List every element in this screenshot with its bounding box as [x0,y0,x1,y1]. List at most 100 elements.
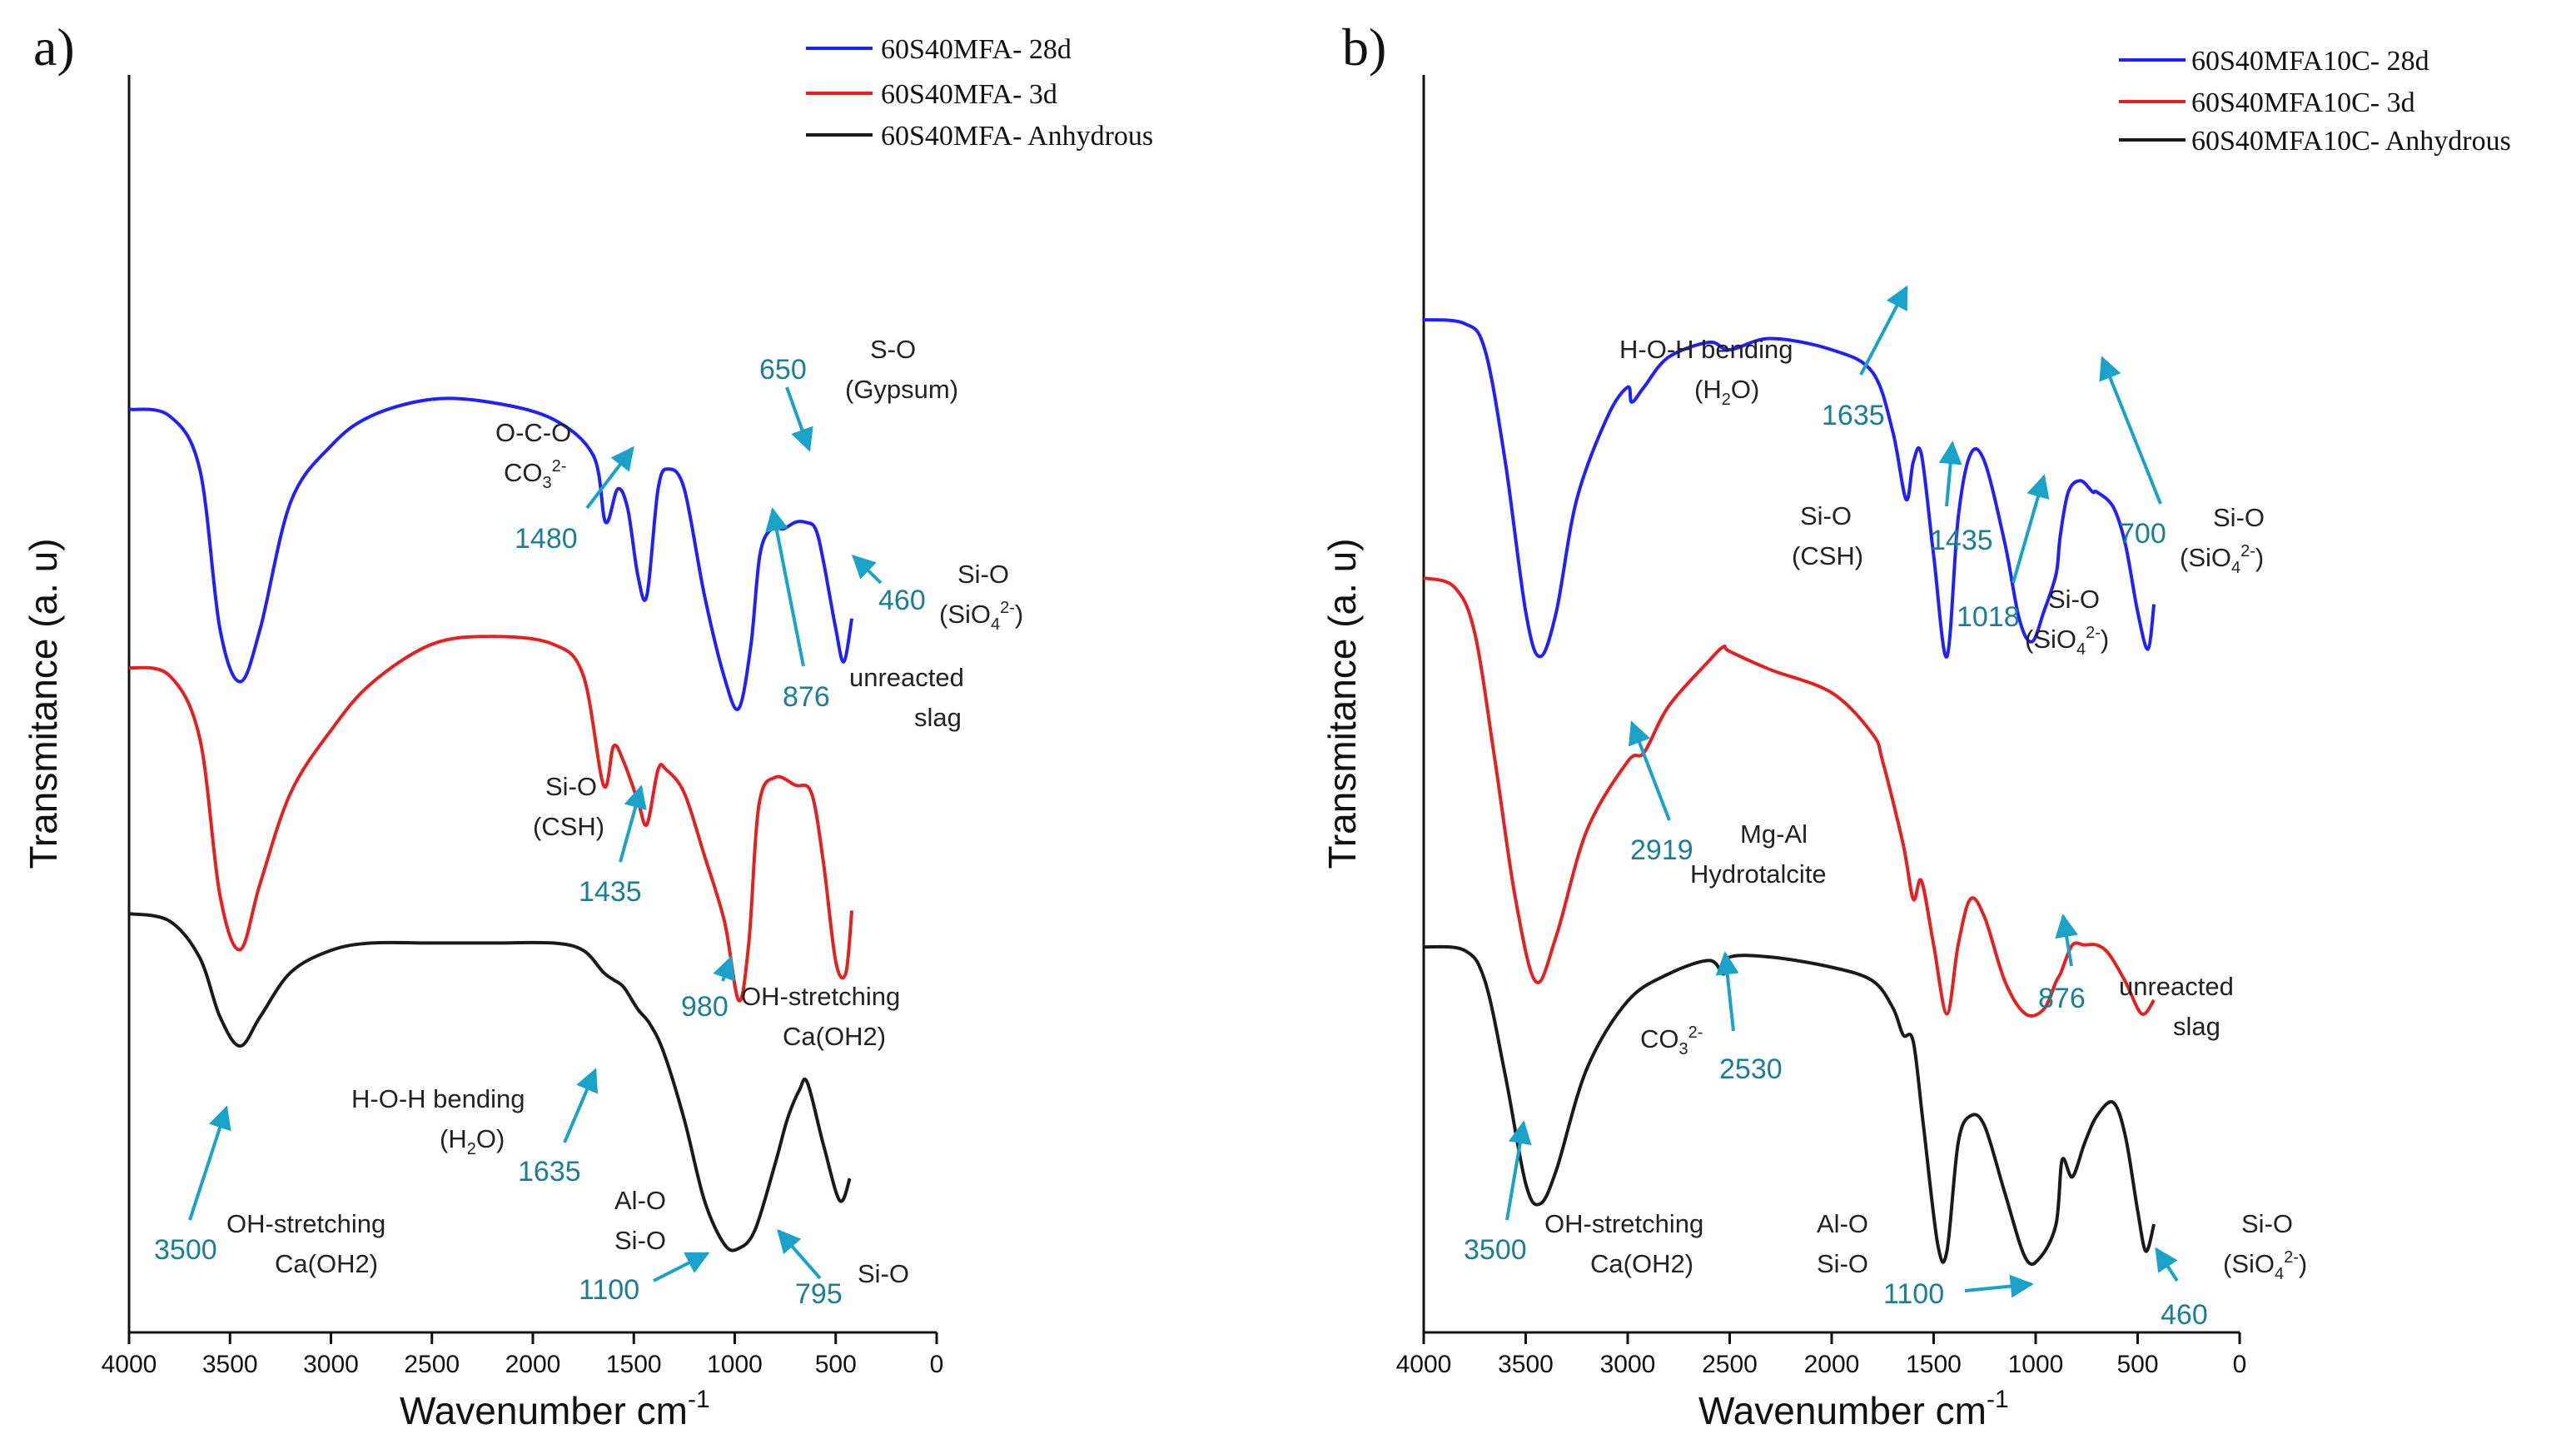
panel-a-series [128,396,854,1252]
panel-a-xtick-label: 3000 [303,1351,359,1378]
ann-a-3500-text1: OH-stretching [226,1209,385,1238]
ann-b-1018-text1: Si-O [2048,585,2100,614]
panel-b-xtick-label: 2000 [1804,1351,1860,1378]
ann-b-700-arrow [2099,356,2162,505]
panel-a-xtick-label: 500 [815,1351,857,1378]
ann-b-2919-arrow [1628,720,1671,821]
ann-a-1100-text1: Al-O [614,1186,666,1215]
legend-b-anhydrous-label: 60S40MFA10C- Anhydrous [2191,126,2511,157]
ann-a-1435-text1: Si-O [545,772,597,801]
panel-a-xtick-label: 1000 [707,1351,763,1378]
panel-b-ylabel: Transmitance (a. u) [1320,538,1364,869]
ann-b-1635-num: 1635 [1822,400,1885,431]
ann-a-650-arrow [785,386,813,452]
ann-b-876-arrow [2055,914,2078,967]
ann-a-980-text1: OH-stretching [741,982,900,1011]
panel-b-series-anhydrous-line [1423,944,2156,1267]
ann-a-1480-text2: CO32- [504,457,566,492]
panel-b-label: b) [1342,17,1386,77]
ann-b-2919-text1: Mg-Al [1740,819,1808,849]
ann-b-2530-arrow [1715,951,1739,1032]
legend-a-anhydrous-label: 60S40MFA- Anhydrous [881,121,1153,152]
ann-b-460-arrow [2155,1247,2179,1282]
ann-a-650-text1: S-O [870,335,916,364]
ann-a-3500-text2: Ca(OH2) [275,1249,378,1278]
panel-a: a) 60S40MFA- 28d 60S40MFA- 3d 60S40MFA- … [22,17,1153,1432]
ann-b-700-text2: (SiO42-) [2180,542,2264,577]
ann-b-700-num: 700 [2119,518,2166,550]
panel-b-series-3d-line [1423,576,2156,1018]
ann-a-795-text1: Si-O [858,1259,909,1288]
ann-a-1100-num: 1100 [579,1274,639,1306]
ann-a-460-text1: Si-O [957,560,1009,589]
ann-a-1100-text2: Si-O [614,1226,666,1255]
ann-b-700-text1: Si-O [2213,503,2265,532]
ann-b-876-text2: slag [2173,1012,2220,1041]
ann-a-460-text2: (SiO42-) [939,599,1023,634]
panel-b-annotations: 1635 H-O-H bending (H2O) 1435 Si-O (CSH)… [1464,285,2307,1331]
ann-a-795-arrow [777,1228,822,1280]
ann-a-1480-num: 1480 [515,523,578,555]
ann-b-460-text1: Si-O [2241,1209,2293,1238]
ann-b-1018-num: 1018 [1957,601,2020,633]
ann-b-1435-num: 1435 [1930,525,1993,556]
panel-b-series-28d-line [1423,318,2156,659]
ann-b-1435-text1: Si-O [1800,501,1852,530]
panel-a-xlabel: Wavenumber cm-1 [400,1386,710,1432]
ann-b-1100-text1: Al-O [1817,1209,1868,1238]
panel-a-series-28d-line [128,396,854,711]
panel-a-ticks: 4000 3500 3000 2500 2000 1500 1000 500 0 [102,1332,943,1378]
legend-a-3d-label: 60S40MFA- 3d [881,79,1057,110]
legend-b-3d-label: 60S40MFA10C- 3d [2191,87,2415,118]
ann-b-1435-arrow [1938,441,1962,507]
ann-b-1018-text2: (SiO42-) [2025,624,2109,659]
panel-a-xtick-label: 3500 [202,1351,258,1378]
ann-b-2530-num: 2530 [1719,1053,1783,1085]
ann-b-1100-arrow [1964,1274,2034,1298]
ann-b-1435-text2: (CSH) [1792,541,1863,570]
ann-a-1480-arrow [585,446,634,510]
panel-a-label: a) [33,17,75,77]
panel-a-series-anhydrous-line [128,912,852,1252]
ann-b-1635-arrow [1859,285,1908,376]
ann-b-1100-num: 1100 [1883,1278,1944,1310]
ann-b-3500-text1: OH-stretching [1544,1209,1703,1238]
ann-a-1635-num: 1635 [518,1156,581,1188]
ann-a-1435-arrow [619,784,647,863]
ann-b-1635-text2: (H2O) [1694,375,1759,409]
ann-b-1018-arrow [2012,474,2050,584]
ann-b-1635-text1: H-O-H bending [1619,335,1793,364]
legend-b-28d-label: 60S40MFA10C- 28d [2191,46,2429,77]
ann-a-795-num: 795 [795,1278,843,1310]
ann-b-1100-text2: Si-O [1817,1249,1868,1278]
ann-a-650-num: 650 [759,354,807,386]
ann-b-876-num: 876 [2038,983,2086,1014]
ann-b-3500-arrow [1505,1120,1532,1221]
ann-a-650-text2: (Gypsum) [845,375,958,404]
ann-a-1435-num: 1435 [579,876,642,908]
ann-a-876-text2: slag [914,703,962,732]
ann-a-460-arrow [851,555,883,585]
ann-b-460-text2: (SiO42-) [2223,1248,2307,1283]
ann-a-1635-text2: (H2O) [440,1124,505,1158]
panel-b-xtick-label: 2500 [1702,1351,1758,1378]
panel-b-xtick-label: 3500 [1498,1351,1554,1378]
ann-a-460-num: 460 [878,585,926,616]
ann-b-3500-text2: Ca(OH2) [1590,1249,1693,1278]
panel-a-xtick-label: 2000 [505,1351,561,1378]
ann-a-1435-text2: (CSH) [533,812,604,841]
ann-b-2919-num: 2919 [1630,834,1693,866]
panel-a-legend: 60S40MFA- 28d 60S40MFA- 3d 60S40MFA- Anh… [806,34,1153,152]
ann-a-980-text2: Ca(OH2) [783,1022,886,1051]
ann-a-1100-arrow [653,1252,710,1282]
ann-a-876-text1: unreacted [849,663,964,692]
panel-b-xtick-label: 1500 [1906,1351,1962,1378]
panel-a-xtick-label: 2500 [404,1351,460,1378]
ann-b-2530-text1: CO32- [1640,1023,1703,1058]
ann-a-876-num: 876 [783,681,830,713]
panel-b: b) 60S40MFA10C- 28d 60S40MFA10C- 3d 60S4… [1320,17,2511,1432]
panel-a-ylabel: Transmitance (a. u) [22,538,65,869]
ann-b-876-text1: unreacted [2119,972,2234,1001]
ann-b-2919-text2: Hydrotalcite [1690,859,1827,889]
